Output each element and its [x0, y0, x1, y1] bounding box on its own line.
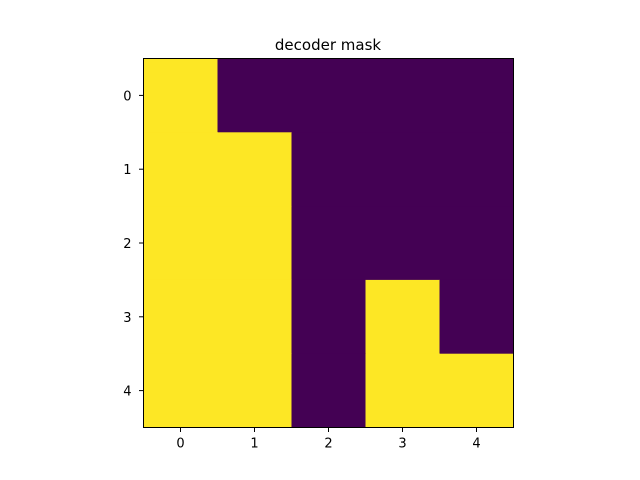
- heatmap-cell-r4-c2: [291, 353, 366, 428]
- heatmap-cell-r0-c4: [439, 58, 514, 133]
- y-tick-label: 3: [123, 311, 131, 326]
- x-axis: 0 1 2 3 4: [176, 427, 481, 452]
- heatmap-cell-r1-c2: [291, 132, 366, 207]
- heatmap-cell-r4-c0: [143, 353, 218, 428]
- heatmap-cell-r3-c3: [365, 279, 440, 355]
- heatmap-cell-r2-c2: [291, 206, 366, 281]
- heatmap-cell-r4-c4: [439, 353, 514, 428]
- heatmap-cell-r0-c3: [365, 58, 440, 133]
- x-tick-label: 3: [398, 437, 406, 452]
- heatmap-cell-r3-c0: [143, 279, 218, 355]
- y-tick-label: 1: [123, 163, 131, 178]
- chart-title: decoder mask: [275, 36, 381, 54]
- heatmap-cell-r2-c4: [439, 206, 514, 281]
- x-tick-label: 1: [250, 437, 258, 452]
- x-tick-label: 0: [176, 437, 184, 452]
- heatmap-cell-r0-c0: [143, 58, 218, 133]
- heatmap-cell-r3-c2: [291, 279, 366, 355]
- heatmap-cells: [143, 58, 514, 428]
- y-axis: 0 1 2 3 4: [123, 89, 144, 400]
- heatmap-cell-r1-c0: [143, 132, 218, 207]
- y-tick-label: 4: [123, 385, 131, 400]
- heatmap-cell-r3-c1: [217, 279, 292, 355]
- y-tick-label: 2: [123, 237, 131, 252]
- heatmap-cell-r2-c0: [143, 206, 218, 281]
- x-tick-label: 4: [472, 437, 480, 452]
- heatmap-cell-r0-c1: [217, 58, 292, 133]
- heatmap-cell-r0-c2: [291, 58, 366, 133]
- heatmap-cell-r2-c3: [365, 206, 440, 281]
- x-tick-label: 2: [324, 437, 332, 452]
- y-tick-label: 0: [123, 89, 131, 104]
- heatmap-cell-r1-c4: [439, 132, 514, 207]
- heatmap-cell-r1-c3: [365, 132, 440, 207]
- heatmap-cell-r3-c4: [439, 279, 514, 355]
- heatmap-cell-r4-c1: [217, 353, 292, 428]
- heatmap-cell-r1-c1: [217, 132, 292, 207]
- heatmap-cell-r2-c1: [217, 206, 292, 281]
- heatmap-cell-r4-c3: [365, 353, 440, 428]
